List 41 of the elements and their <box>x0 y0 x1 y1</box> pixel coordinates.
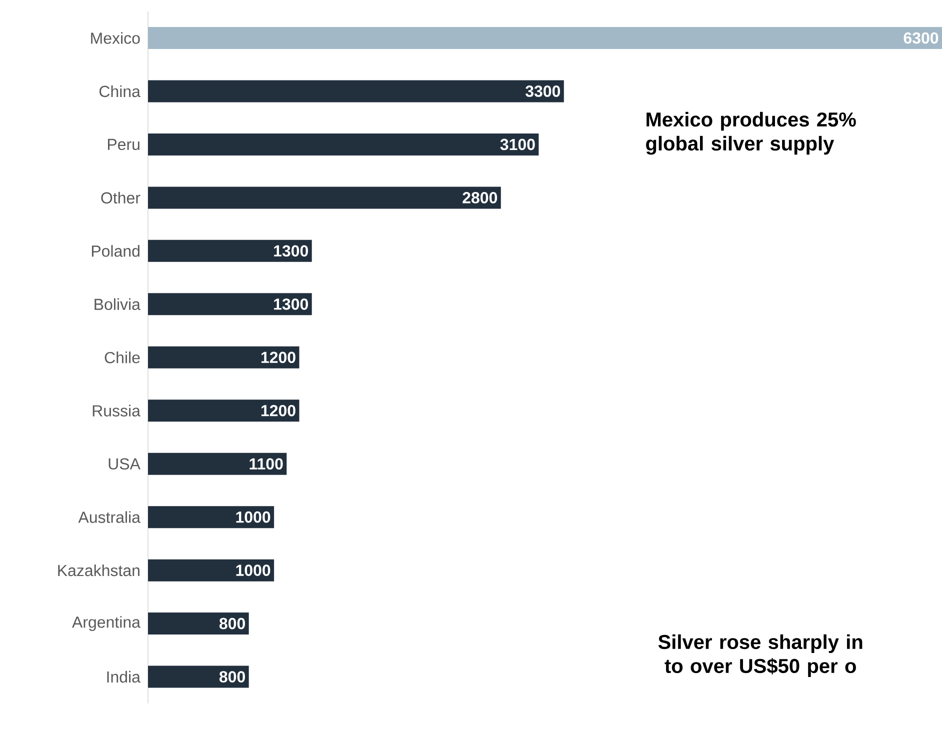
y-tick-label: Poland <box>92 245 140 257</box>
bar <box>148 293 312 316</box>
y-tick-label: China <box>99 85 140 98</box>
y-tick-label: Argentina <box>72 616 140 632</box>
y-tick-label: Russia <box>92 404 140 416</box>
data-label: 1000 <box>236 564 270 576</box>
bar <box>148 346 300 368</box>
data-label: 800 <box>219 671 245 682</box>
bar <box>148 240 312 262</box>
y-tick-label: India <box>107 670 140 683</box>
data-label: 1200 <box>261 352 296 364</box>
data-label: 800 <box>219 618 245 630</box>
data-label: 1300 <box>274 298 308 310</box>
y-tick-label: Peru <box>108 138 140 150</box>
y-tick-label: Kazakhstan <box>58 564 140 576</box>
data-label: 1000 <box>236 511 270 523</box>
bar <box>148 666 249 688</box>
y-tick-label: USA <box>108 458 140 470</box>
bar <box>148 452 287 475</box>
data-label: 6300 <box>904 32 938 44</box>
data-label: 2800 <box>462 192 498 204</box>
y-tick-label: Australia <box>78 511 140 523</box>
bar <box>148 559 274 582</box>
bar <box>148 133 539 156</box>
data-label: 3100 <box>500 138 535 150</box>
annotation: Mexico produces 25% global silver supply <box>646 112 856 155</box>
data-label: 1200 <box>261 404 296 416</box>
y-tick-label: Other <box>101 192 140 204</box>
y-tick-label: Chile <box>104 352 140 364</box>
data-label: 1100 <box>250 458 283 470</box>
bar <box>148 186 501 209</box>
data-label: 3300 <box>525 86 560 97</box>
annotation: Silver rose sharply in to over US$50 per o <box>658 634 862 678</box>
bar <box>148 27 942 50</box>
bar <box>148 400 300 422</box>
data-label: 1300 <box>274 245 308 257</box>
y-tick-label: Mexico <box>91 32 140 44</box>
bar <box>148 612 249 635</box>
bar <box>148 506 274 528</box>
bar <box>148 80 564 102</box>
y-tick-label: Bolivia <box>94 298 140 310</box>
